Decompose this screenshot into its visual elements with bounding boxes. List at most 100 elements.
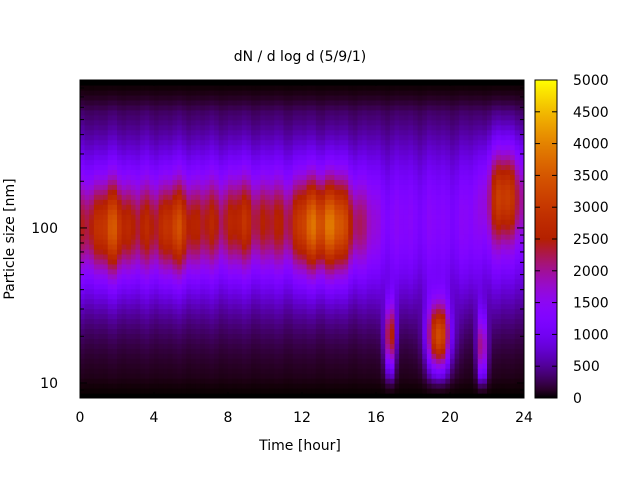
heatmap-cell xyxy=(292,99,298,106)
heatmap-cell xyxy=(278,184,285,190)
heatmap-cell xyxy=(209,139,215,146)
heatmap-cell xyxy=(84,119,90,126)
heatmap-cell xyxy=(228,393,234,398)
heatmap-cell xyxy=(413,278,419,285)
heatmap-cell xyxy=(135,184,141,190)
heatmap-cell xyxy=(389,109,396,116)
heatmap-cell xyxy=(204,283,211,290)
heatmap-cell xyxy=(181,229,187,235)
heatmap-cell xyxy=(163,204,169,210)
heatmap-cell xyxy=(366,239,372,245)
heatmap-cell xyxy=(149,363,155,369)
heatmap-cell xyxy=(315,129,322,136)
heatmap-cell xyxy=(357,348,363,354)
heatmap-cell xyxy=(237,99,243,106)
heatmap-cell xyxy=(380,318,386,325)
heatmap-cell xyxy=(218,258,224,265)
heatmap-cell xyxy=(177,293,183,300)
heatmap-cell xyxy=(311,139,317,146)
heatmap-cell xyxy=(172,253,178,260)
heatmap-cell xyxy=(371,353,377,359)
heatmap-cell xyxy=(98,139,104,146)
heatmap-cell xyxy=(413,268,419,275)
heatmap-cell xyxy=(403,323,409,330)
heatmap-cell xyxy=(195,124,201,131)
heatmap-cell xyxy=(163,373,169,379)
heatmap-cell xyxy=(288,214,294,220)
heatmap-cell xyxy=(311,159,317,166)
heatmap-cell xyxy=(385,114,391,121)
heatmap-cell xyxy=(274,104,280,111)
heatmap-cell xyxy=(371,174,377,180)
heatmap-cell xyxy=(260,378,266,384)
heatmap-cell xyxy=(311,94,317,101)
heatmap-cell xyxy=(181,388,187,394)
heatmap-cell xyxy=(135,333,141,339)
heatmap-cell xyxy=(376,393,382,398)
heatmap-cell xyxy=(130,194,137,200)
heatmap-cell xyxy=(237,358,243,364)
heatmap-cell xyxy=(218,179,224,185)
heatmap-cell xyxy=(413,80,419,86)
heatmap-cell xyxy=(371,184,377,190)
heatmap-cell xyxy=(366,243,372,250)
heatmap-cell xyxy=(186,144,192,151)
heatmap-cell xyxy=(172,129,178,136)
heatmap-cell xyxy=(320,278,326,285)
heatmap-cell xyxy=(218,119,224,126)
heatmap-cell xyxy=(413,328,419,335)
heatmap-cell xyxy=(172,80,178,86)
heatmap-cell xyxy=(329,204,335,210)
heatmap-cell xyxy=(334,258,340,265)
heatmap-cell xyxy=(89,204,95,210)
heatmap-cell xyxy=(408,149,414,156)
heatmap-cell xyxy=(380,109,386,116)
heatmap-cell xyxy=(399,323,405,330)
heatmap-cell xyxy=(200,239,206,245)
heatmap-cell xyxy=(232,144,238,151)
heatmap-cell xyxy=(117,204,123,210)
heatmap-cell xyxy=(107,378,113,384)
heatmap-cell xyxy=(140,393,146,398)
heatmap-cell xyxy=(135,209,141,215)
heatmap-cell xyxy=(167,114,174,121)
heatmap-cell xyxy=(376,99,382,106)
heatmap-cell xyxy=(325,134,331,141)
heatmap-cell xyxy=(343,348,349,354)
heatmap-cell xyxy=(306,263,312,270)
heatmap-cell xyxy=(121,378,127,384)
heatmap-cell xyxy=(112,234,118,240)
heatmap-cell xyxy=(269,174,275,180)
heatmap-cell xyxy=(376,159,382,166)
heatmap-cell xyxy=(274,273,280,280)
heatmap-cell xyxy=(385,139,391,146)
heatmap-cell xyxy=(413,393,419,398)
heatmap-cell xyxy=(417,393,423,398)
heatmap-cell xyxy=(413,363,419,369)
heatmap-cell xyxy=(422,124,428,131)
heatmap-cell xyxy=(288,303,294,310)
heatmap-cell xyxy=(302,308,308,315)
heatmap-cell xyxy=(371,84,377,91)
heatmap-cell xyxy=(329,388,335,394)
heatmap-cell xyxy=(431,134,437,141)
heatmap-cell xyxy=(260,214,266,220)
heatmap-cell xyxy=(385,109,391,116)
heatmap-cell xyxy=(325,139,331,146)
heatmap-cell xyxy=(302,209,308,215)
heatmap-cell xyxy=(89,239,95,245)
heatmap-cell xyxy=(135,89,141,96)
heatmap-cell xyxy=(394,393,400,398)
heatmap-cell xyxy=(112,278,118,285)
heatmap-cell xyxy=(209,308,215,315)
heatmap-cell xyxy=(311,323,317,330)
heatmap-cell xyxy=(376,313,382,320)
heatmap-cell xyxy=(84,179,90,185)
heatmap-cell xyxy=(163,109,169,116)
heatmap-cell xyxy=(278,164,285,171)
heatmap-cell xyxy=(140,323,146,330)
heatmap-cell xyxy=(149,144,155,151)
heatmap-cell xyxy=(135,104,141,111)
heatmap-cell xyxy=(274,308,280,315)
heatmap-cell xyxy=(343,318,349,325)
